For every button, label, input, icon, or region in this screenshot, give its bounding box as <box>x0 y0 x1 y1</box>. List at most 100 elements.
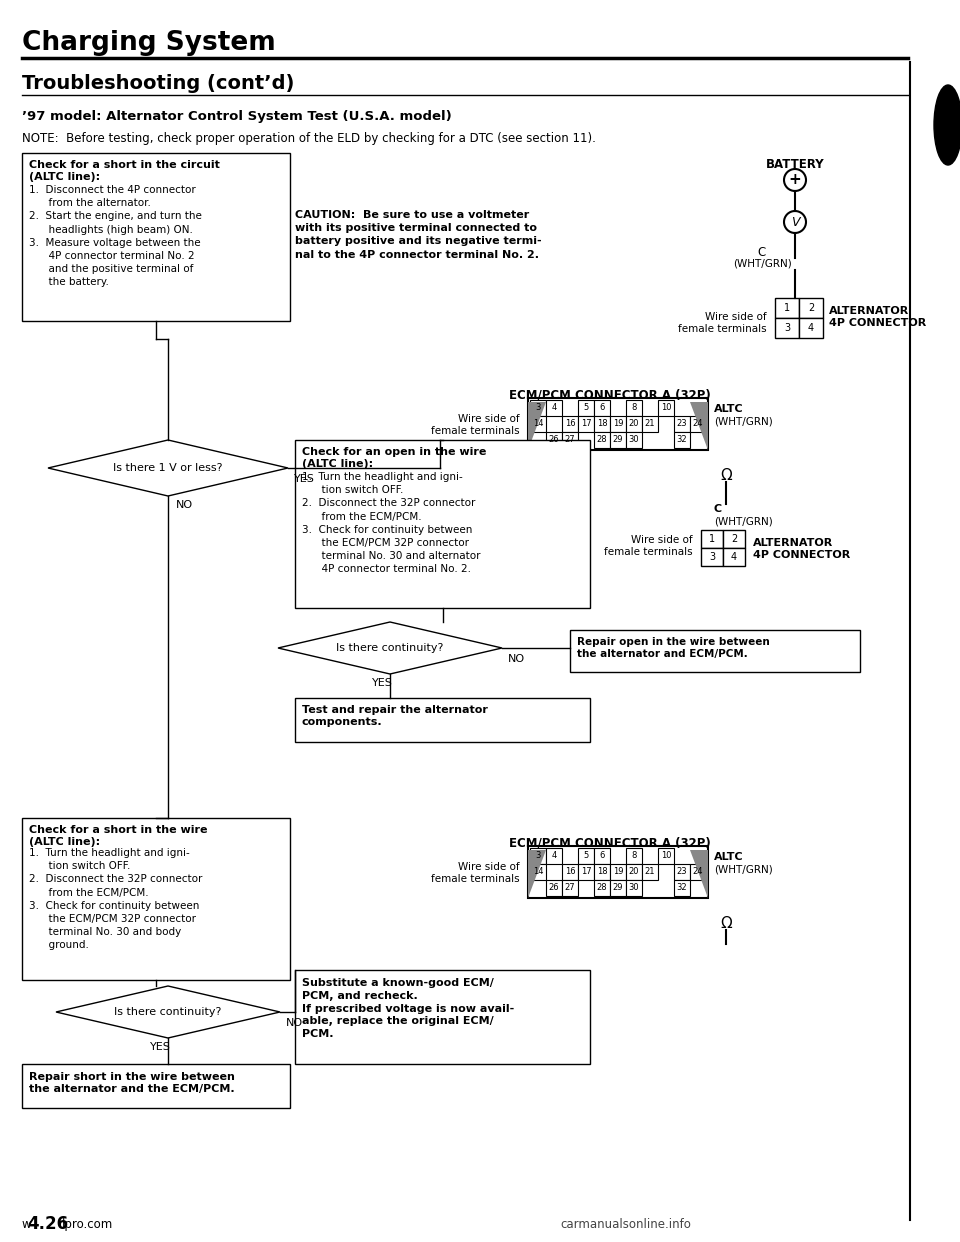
Polygon shape <box>48 440 288 496</box>
Bar <box>295 440 590 609</box>
Text: (WHT/GRN): (WHT/GRN) <box>714 515 773 527</box>
Bar <box>22 1064 290 1108</box>
Text: Wire side of: Wire side of <box>632 535 693 545</box>
Text: YES: YES <box>294 474 315 484</box>
Text: 21: 21 <box>645 867 656 877</box>
Bar <box>626 848 642 864</box>
Text: 8: 8 <box>632 852 636 861</box>
Bar <box>775 298 799 318</box>
Polygon shape <box>690 850 708 898</box>
Bar <box>626 432 642 448</box>
Text: Substitute a known-good ECM/
PCM, and recheck.
If prescribed voltage is now avai: Substitute a known-good ECM/ PCM, and re… <box>302 977 515 1040</box>
Text: 14: 14 <box>533 867 543 877</box>
Bar <box>594 432 610 448</box>
Text: 4P CONNECTOR: 4P CONNECTOR <box>829 318 926 328</box>
Text: 23: 23 <box>677 420 687 428</box>
Text: w: w <box>22 1218 32 1231</box>
Bar <box>570 630 860 672</box>
Text: 21: 21 <box>645 420 656 428</box>
Text: ALTC: ALTC <box>714 852 744 862</box>
Text: 27: 27 <box>564 883 575 893</box>
Text: 5: 5 <box>584 404 588 412</box>
Text: Is there continuity?: Is there continuity? <box>336 643 444 653</box>
Text: 20: 20 <box>629 867 639 877</box>
Bar <box>799 318 823 338</box>
Bar <box>690 864 706 881</box>
Bar <box>610 432 626 448</box>
Bar <box>546 848 562 864</box>
Text: 4: 4 <box>551 852 557 861</box>
Text: 4: 4 <box>731 551 737 561</box>
Text: Repair open in the wire between
the alternator and ECM/PCM.: Repair open in the wire between the alte… <box>577 637 770 660</box>
Bar <box>674 881 690 895</box>
Bar <box>562 432 578 448</box>
Bar <box>530 848 546 864</box>
Text: Ω: Ω <box>720 468 732 483</box>
Text: 18: 18 <box>597 420 608 428</box>
Ellipse shape <box>934 84 960 165</box>
Bar <box>594 864 610 881</box>
Text: Is there 1 V or less?: Is there 1 V or less? <box>113 463 223 473</box>
Text: female terminals: female terminals <box>431 874 520 884</box>
Text: 26: 26 <box>549 883 560 893</box>
Text: 32: 32 <box>677 436 687 445</box>
Text: Wire side of: Wire side of <box>458 414 520 424</box>
Text: C: C <box>757 246 766 260</box>
Bar <box>530 864 546 881</box>
Bar <box>22 153 290 320</box>
Text: 19: 19 <box>612 420 623 428</box>
Text: Wire side of: Wire side of <box>706 312 767 322</box>
Text: Ω: Ω <box>720 917 732 932</box>
Bar <box>610 864 626 881</box>
Text: (WHT/GRN): (WHT/GRN) <box>732 258 791 268</box>
Bar <box>723 548 745 566</box>
Text: Troubleshooting (cont’d): Troubleshooting (cont’d) <box>22 75 295 93</box>
Text: Test and repair the alternator
components.: Test and repair the alternator component… <box>302 705 488 728</box>
Text: 23: 23 <box>677 867 687 877</box>
Text: 10: 10 <box>660 852 671 861</box>
Bar <box>578 416 594 432</box>
Bar <box>546 881 562 895</box>
Text: Check for a short in the circuit
(ALTC line):: Check for a short in the circuit (ALTC l… <box>29 160 220 183</box>
Text: +: + <box>788 173 802 188</box>
Text: 17: 17 <box>581 420 591 428</box>
Bar <box>578 400 594 416</box>
Bar <box>610 881 626 895</box>
Text: 3: 3 <box>784 323 790 333</box>
Text: 4P CONNECTOR: 4P CONNECTOR <box>753 550 851 560</box>
Bar <box>626 881 642 895</box>
Text: Repair short in the wire between
the alternator and the ECM/PCM.: Repair short in the wire between the alt… <box>29 1072 235 1094</box>
Text: ALTERNATOR: ALTERNATOR <box>829 306 909 315</box>
Text: Wire side of: Wire side of <box>458 862 520 872</box>
Text: 4: 4 <box>808 323 814 333</box>
Bar <box>690 416 706 432</box>
Bar <box>530 400 546 416</box>
Text: ALTERNATOR: ALTERNATOR <box>753 538 833 548</box>
Bar <box>594 881 610 895</box>
Text: BATTERY: BATTERY <box>766 158 825 171</box>
Text: female terminals: female terminals <box>605 546 693 556</box>
Text: 24: 24 <box>693 420 704 428</box>
Bar <box>562 416 578 432</box>
Text: female terminals: female terminals <box>431 426 520 436</box>
Text: NO: NO <box>508 655 525 664</box>
Text: Is there continuity?: Is there continuity? <box>114 1007 222 1017</box>
Bar <box>295 970 590 1064</box>
Text: (WHT/GRN): (WHT/GRN) <box>714 416 773 426</box>
Text: 24: 24 <box>693 867 704 877</box>
Text: 16: 16 <box>564 420 575 428</box>
Text: ECM/PCM CONNECTOR A (32P): ECM/PCM CONNECTOR A (32P) <box>509 388 710 401</box>
Text: 32: 32 <box>677 883 687 893</box>
Bar <box>626 864 642 881</box>
Text: 17: 17 <box>581 867 591 877</box>
Text: 29: 29 <box>612 436 623 445</box>
Text: 4.26: 4.26 <box>27 1215 68 1233</box>
Text: 2: 2 <box>808 303 814 313</box>
Bar <box>642 864 658 881</box>
Polygon shape <box>690 402 708 450</box>
Text: NOTE:  Before testing, check proper operation of the ELD by checking for a DTC (: NOTE: Before testing, check proper opera… <box>22 132 596 145</box>
Text: YES: YES <box>150 1042 171 1052</box>
Text: carmanualsonline.info: carmanualsonline.info <box>560 1218 691 1231</box>
Text: Check for a short in the wire
(ALTC line):: Check for a short in the wire (ALTC line… <box>29 825 207 847</box>
Text: 26: 26 <box>549 436 560 445</box>
